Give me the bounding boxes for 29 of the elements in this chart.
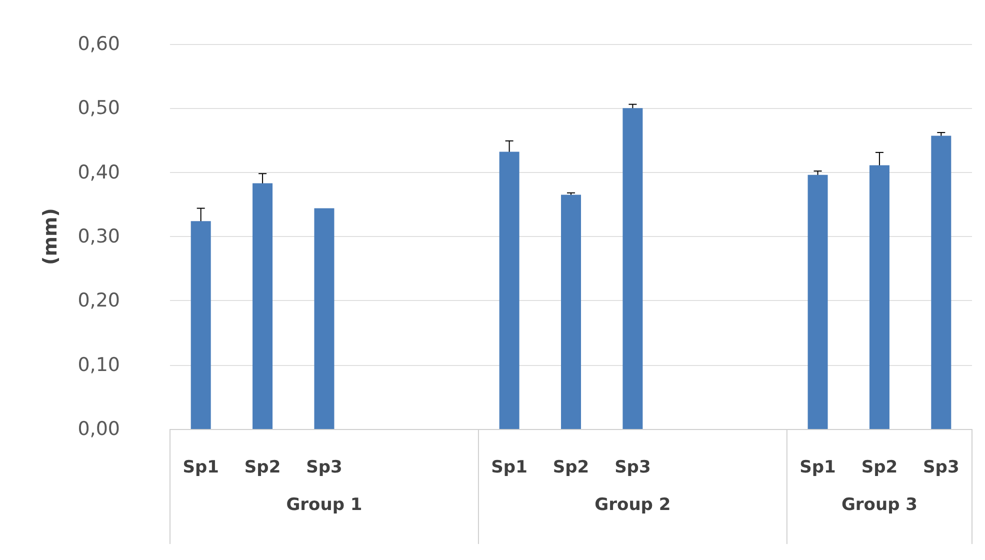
bar	[499, 152, 520, 429]
y-tick-label: 0,20	[78, 290, 120, 312]
bar	[931, 136, 952, 429]
bar	[190, 221, 211, 429]
bar	[314, 208, 334, 429]
y-tick-label: 0,10	[78, 354, 120, 376]
text: Group 2	[594, 495, 671, 515]
x-tick-label: Sp1	[491, 458, 528, 478]
bar	[622, 108, 643, 429]
text: Group 3	[841, 495, 918, 515]
x-tick-label: Sp1	[800, 458, 836, 478]
x-tick-label: Sp3	[923, 458, 960, 478]
bar	[869, 165, 890, 429]
bar	[561, 194, 581, 429]
y-tick-label: 0,00	[78, 418, 120, 440]
y-tick-label: 0,30	[78, 226, 120, 248]
bar	[252, 183, 273, 429]
x-tick-label: Sp3	[614, 458, 651, 478]
x-tick-label: Sp1	[182, 458, 219, 478]
x-tick-label: Sp2	[861, 458, 898, 478]
bar	[808, 174, 828, 429]
text: Group 1	[286, 495, 362, 515]
y-tick-label: 0,60	[78, 33, 120, 55]
x-tick-label: Sp3	[306, 458, 342, 478]
y-axis-title: (mm)	[40, 208, 62, 265]
y-tick-label: 0,50	[78, 97, 120, 120]
y-tick-label: 0,40	[78, 161, 120, 184]
x-tick-label: Sp2	[244, 458, 281, 478]
x-tick-label: Sp2	[552, 458, 590, 478]
